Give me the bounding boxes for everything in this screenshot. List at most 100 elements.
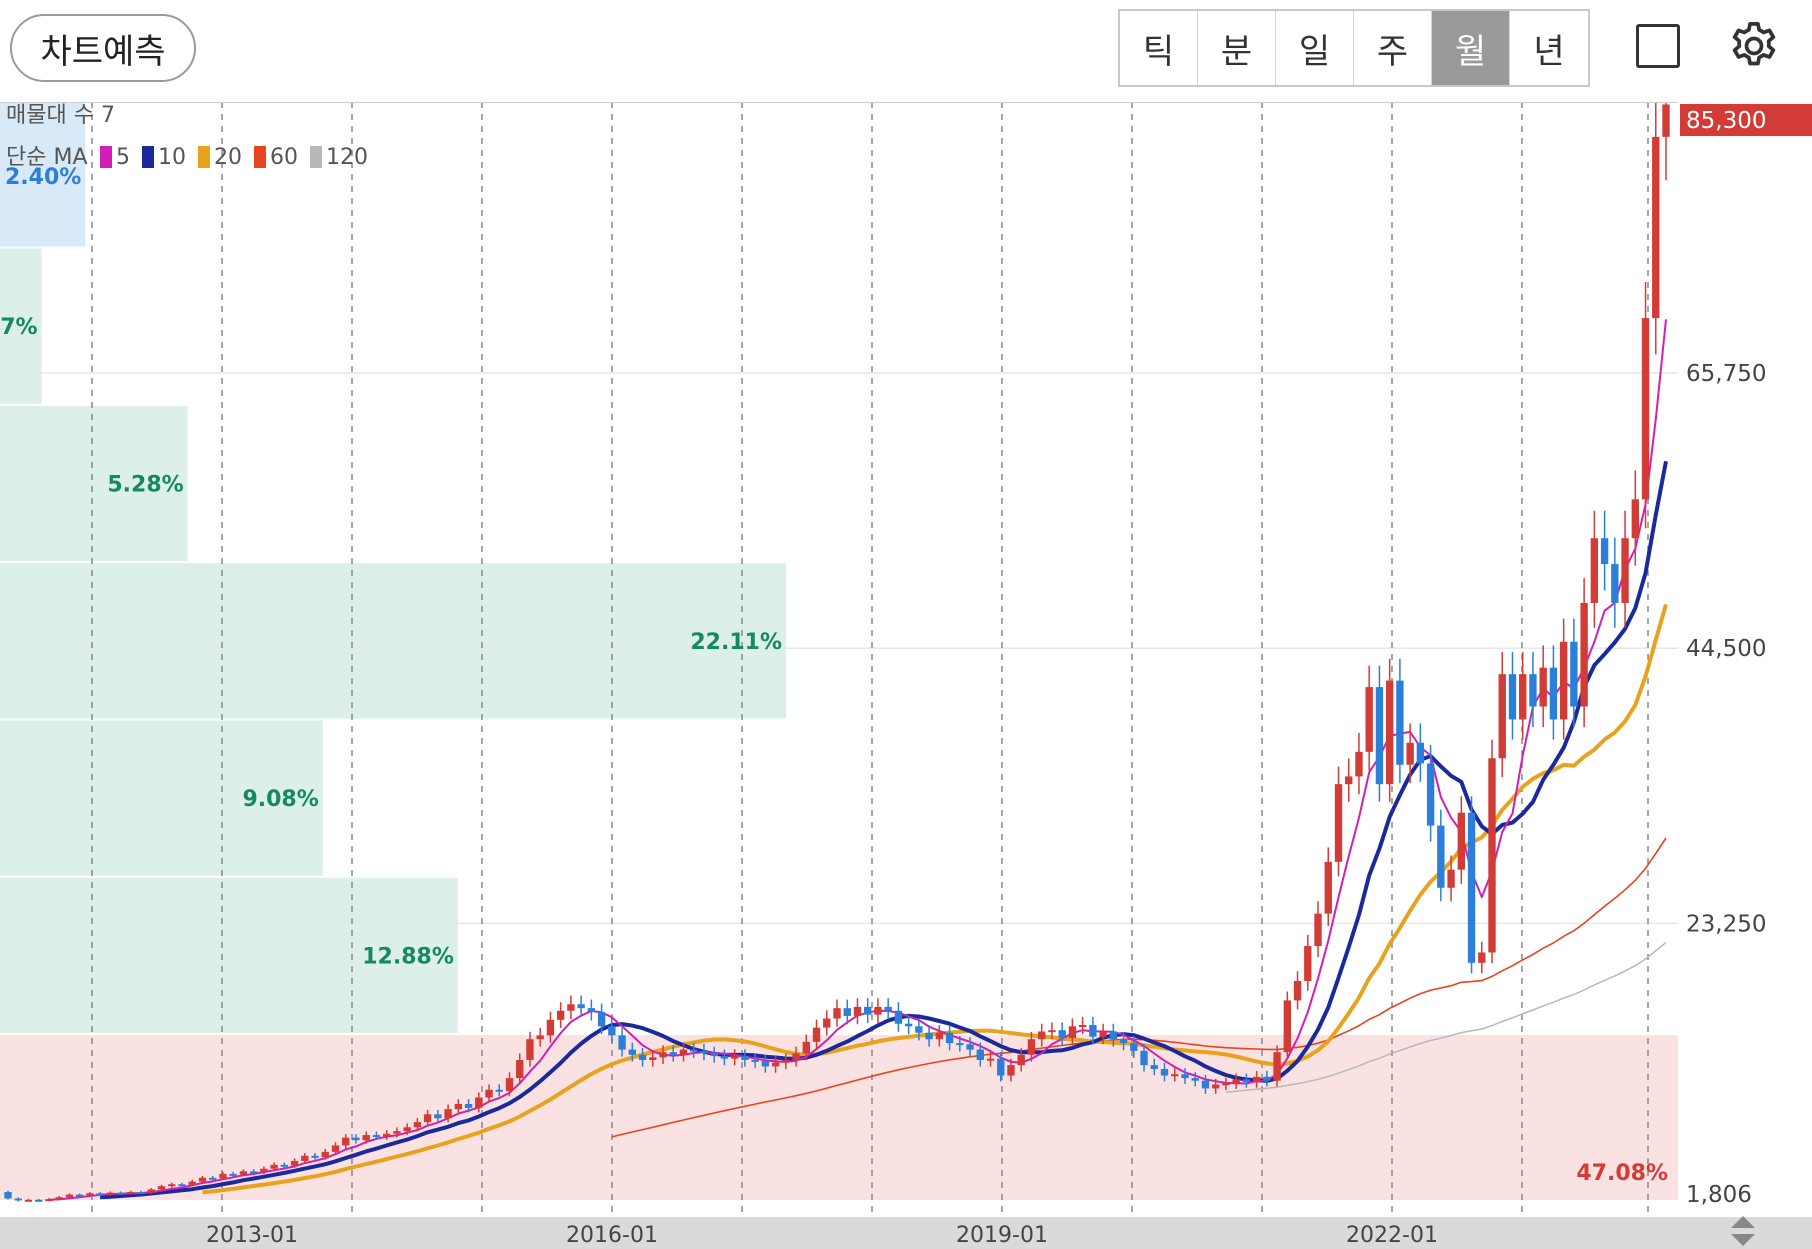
x-tick-label: 2016-01 — [566, 1223, 658, 1248]
candle-body — [730, 1056, 739, 1059]
tab-tick[interactable]: 틱 — [1120, 11, 1198, 85]
candle-body — [700, 1050, 708, 1054]
ma-60-line — [611, 837, 1667, 1138]
candle-body — [812, 1027, 821, 1042]
candle-body — [792, 1053, 800, 1060]
candle-body — [997, 1058, 1005, 1076]
candle-body — [587, 1008, 596, 1013]
candle-body — [1038, 1031, 1046, 1040]
candle-body — [24, 1199, 33, 1202]
candle-body — [382, 1133, 391, 1137]
volume-profile-label: 22.11% — [690, 630, 782, 655]
candle-body — [659, 1052, 667, 1058]
candle-body — [14, 1198, 22, 1201]
candle-body — [1355, 751, 1363, 777]
candle-body — [116, 1192, 125, 1195]
candle-body — [1181, 1074, 1189, 1079]
candle-body — [1559, 641, 1568, 720]
ma-legend-label: 120 — [326, 145, 368, 170]
candle-body — [270, 1164, 278, 1169]
candle-body — [1263, 1076, 1271, 1081]
candle-body — [505, 1078, 514, 1092]
candle-body — [1519, 674, 1527, 720]
candle-body — [1027, 1039, 1036, 1055]
candle-body — [1007, 1065, 1015, 1076]
tab-day[interactable]: 일 — [1276, 11, 1354, 85]
volume-profile-count-label: 매물대 수 7 — [6, 103, 115, 128]
candle-body — [423, 1114, 432, 1123]
candle-body — [966, 1044, 974, 1050]
tab-month[interactable]: 월 — [1432, 11, 1510, 85]
volume-profile-label: 47.08% — [1576, 1161, 1668, 1186]
candle-body — [1273, 1052, 1281, 1081]
candle-body — [1539, 667, 1547, 707]
volume-profile-label: 1.17% — [0, 315, 38, 340]
candle-body — [301, 1155, 309, 1161]
candle-body — [1171, 1074, 1179, 1077]
candle-body — [945, 1032, 954, 1044]
gear-icon[interactable] — [1726, 18, 1782, 74]
candle-body — [1058, 1030, 1066, 1038]
candle-body — [751, 1059, 759, 1062]
candle-body — [393, 1131, 401, 1134]
chart-predict-button[interactable]: 차트예측 — [10, 14, 196, 82]
candle-body — [782, 1059, 790, 1063]
candle-body — [280, 1164, 289, 1167]
chart-resize-handle[interactable] — [1728, 1214, 1758, 1248]
x-tick-label: 2022-01 — [1346, 1223, 1438, 1248]
top-toolbar: 차트예측 틱 분 일 주 월 년 — [0, 0, 1812, 102]
candle-body — [884, 1006, 892, 1011]
candle-body — [1457, 812, 1465, 870]
ma-legend-label: 20 — [214, 145, 242, 170]
candle-body — [1283, 1000, 1292, 1053]
candle-body — [249, 1171, 258, 1174]
candle-body — [403, 1127, 411, 1132]
candle-body — [1068, 1026, 1077, 1038]
candle-body — [137, 1192, 145, 1195]
price-chart[interactable]: 2.40% 1.17% 5.28% 22.11% 9.08% 12.88% 47.08% 2… — [0, 102, 1812, 1249]
ma-legend-label: 60 — [270, 145, 298, 170]
candle-body — [495, 1089, 503, 1092]
candle-body — [516, 1059, 524, 1079]
tab-week[interactable]: 주 — [1354, 11, 1432, 85]
ma-10-line — [99, 460, 1668, 1200]
candle-body — [1304, 946, 1312, 981]
candle-body — [638, 1054, 647, 1060]
candle-body — [1109, 1031, 1118, 1040]
candle-body — [628, 1049, 636, 1055]
candle-body — [168, 1184, 176, 1187]
candle-body — [352, 1137, 360, 1141]
candle-body — [1621, 538, 1629, 603]
candle-body — [1334, 784, 1343, 862]
candle-body — [1222, 1083, 1230, 1086]
tab-minute[interactable]: 분 — [1198, 11, 1276, 85]
candle-body — [1416, 742, 1425, 764]
ma-legend-label: 5 — [116, 145, 130, 170]
square-icon[interactable] — [1636, 24, 1680, 68]
candle-body — [546, 1019, 555, 1036]
candle-body — [986, 1058, 995, 1061]
candle-body — [290, 1160, 299, 1166]
candle-body — [935, 1032, 944, 1040]
ma-legend-swatch — [198, 146, 210, 168]
candle-body — [843, 1008, 851, 1016]
candle-body — [209, 1177, 217, 1180]
ma-legend-swatch — [142, 146, 154, 168]
candle-body — [413, 1122, 422, 1128]
ma-legend-swatch — [100, 146, 112, 168]
candle-body — [1508, 674, 1517, 720]
candle-body — [1426, 763, 1435, 826]
current-price-badge — [1680, 104, 1812, 137]
candle-body — [771, 1062, 780, 1067]
candle-body — [1406, 742, 1414, 765]
candle-body — [1150, 1065, 1158, 1070]
tab-year[interactable]: 년 — [1533, 31, 1565, 72]
candle-body — [904, 1023, 913, 1027]
candle-body — [1048, 1030, 1056, 1033]
candle-body — [65, 1194, 74, 1198]
candle-body — [127, 1192, 135, 1195]
candle-body — [4, 1192, 12, 1199]
y-tick-label: 1,806 — [1686, 1182, 1752, 1208]
candle-body — [454, 1103, 463, 1110]
candle-body — [618, 1035, 626, 1050]
